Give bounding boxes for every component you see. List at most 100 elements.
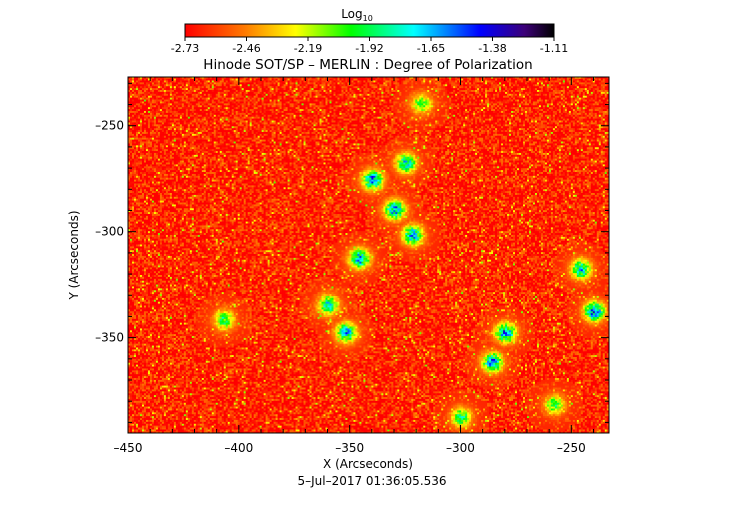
heatmap-cell xyxy=(134,221,136,223)
heatmap-cell xyxy=(148,423,150,425)
heatmap-cell xyxy=(142,263,144,265)
heatmap-cell xyxy=(150,187,152,189)
heatmap-cell xyxy=(138,88,140,90)
colorbar-tick-label: -1.92 xyxy=(355,42,383,55)
heatmap-cell xyxy=(160,223,162,225)
heatmap-cell xyxy=(152,177,154,179)
heatmap-cell xyxy=(138,126,140,128)
heatmap-cell xyxy=(152,275,154,277)
heatmap-cell xyxy=(156,231,158,233)
heatmap-cell xyxy=(130,301,132,303)
heatmap-cell xyxy=(158,170,160,172)
heatmap-cell xyxy=(148,256,150,258)
heatmap-cell xyxy=(150,181,152,183)
heatmap-cell xyxy=(142,425,144,427)
heatmap-cell xyxy=(156,139,158,141)
heatmap-cell xyxy=(152,319,154,321)
heatmap-cell xyxy=(158,189,160,191)
heatmap-cell xyxy=(142,296,144,298)
heatmap-cell xyxy=(152,210,154,212)
heatmap-cell xyxy=(130,86,132,88)
heatmap-cell xyxy=(140,147,142,149)
heatmap-cell xyxy=(144,256,146,258)
heatmap-cell xyxy=(154,88,156,90)
heatmap-cell xyxy=(160,298,162,300)
heatmap-cell xyxy=(158,267,160,269)
heatmap-cell xyxy=(142,158,144,160)
heatmap-cell xyxy=(132,107,134,109)
heatmap-cell xyxy=(130,250,132,252)
heatmap-cell xyxy=(138,315,140,317)
heatmap-cell xyxy=(154,265,156,267)
heatmap-cell xyxy=(154,359,156,361)
heatmap-cell xyxy=(154,397,156,399)
heatmap-cell xyxy=(144,408,146,410)
heatmap-cell xyxy=(142,206,144,208)
heatmap-cell xyxy=(160,170,162,172)
heatmap-cell xyxy=(148,235,150,237)
heatmap-cell xyxy=(142,97,144,99)
heatmap-cell xyxy=(148,88,150,90)
heatmap-cell xyxy=(154,193,156,195)
heatmap-cell xyxy=(132,153,134,155)
heatmap-cell xyxy=(152,78,154,80)
heatmap-cell xyxy=(140,408,142,410)
heatmap-cell xyxy=(130,404,132,406)
heatmap-cell xyxy=(150,214,152,216)
heatmap-cell xyxy=(132,311,134,313)
heatmap-cell xyxy=(142,92,144,94)
heatmap-cell xyxy=(138,206,140,208)
heatmap-cell xyxy=(132,275,134,277)
heatmap-cell xyxy=(156,334,158,336)
heatmap-cell xyxy=(132,92,134,94)
heatmap-cell xyxy=(152,90,154,92)
heatmap-cell xyxy=(160,408,162,410)
heatmap-cell xyxy=(162,307,164,309)
heatmap-cell xyxy=(134,423,136,425)
heatmap-cell xyxy=(142,156,144,158)
heatmap-cell xyxy=(136,401,138,403)
heatmap-cell xyxy=(132,139,134,141)
heatmap-cell xyxy=(142,340,144,342)
heatmap-cell xyxy=(158,422,160,424)
heatmap-cell xyxy=(150,137,152,139)
heatmap-cell xyxy=(136,246,138,248)
heatmap-cell xyxy=(158,221,160,223)
heatmap-cell xyxy=(136,197,138,199)
heatmap-cell xyxy=(146,307,148,309)
heatmap-cell xyxy=(144,126,146,128)
heatmap-cell xyxy=(152,187,154,189)
heatmap-cell xyxy=(136,164,138,166)
heatmap-cell xyxy=(154,357,156,359)
heatmap-cell xyxy=(142,248,144,250)
heatmap-cell xyxy=(158,275,160,277)
heatmap-cell xyxy=(140,238,142,240)
heatmap-cell xyxy=(162,286,164,288)
heatmap-cell xyxy=(140,227,142,229)
heatmap-cell xyxy=(152,92,154,94)
heatmap-cell xyxy=(136,399,138,401)
heatmap-cell xyxy=(162,208,164,210)
heatmap-cell xyxy=(146,372,148,374)
heatmap-cell xyxy=(146,290,148,292)
heatmap-cell xyxy=(156,298,158,300)
heatmap-cell xyxy=(154,353,156,355)
heatmap-cell xyxy=(144,248,146,250)
heatmap-cell xyxy=(146,185,148,187)
heatmap-cell xyxy=(142,258,144,260)
heatmap-cell xyxy=(142,193,144,195)
heatmap-cell xyxy=(150,105,152,107)
heatmap-cell xyxy=(142,254,144,256)
heatmap-cell xyxy=(156,210,158,212)
heatmap-cell xyxy=(142,393,144,395)
heatmap-cell xyxy=(130,139,132,141)
heatmap-cell xyxy=(148,240,150,242)
heatmap-cell xyxy=(140,256,142,258)
heatmap-cell xyxy=(130,406,132,408)
heatmap-cell xyxy=(148,212,150,214)
colorbar-tick-label: -1.38 xyxy=(478,42,506,55)
heatmap-cell xyxy=(130,130,132,132)
heatmap-cell xyxy=(152,168,154,170)
heatmap-cell xyxy=(158,420,160,422)
heatmap-cell xyxy=(162,132,164,134)
